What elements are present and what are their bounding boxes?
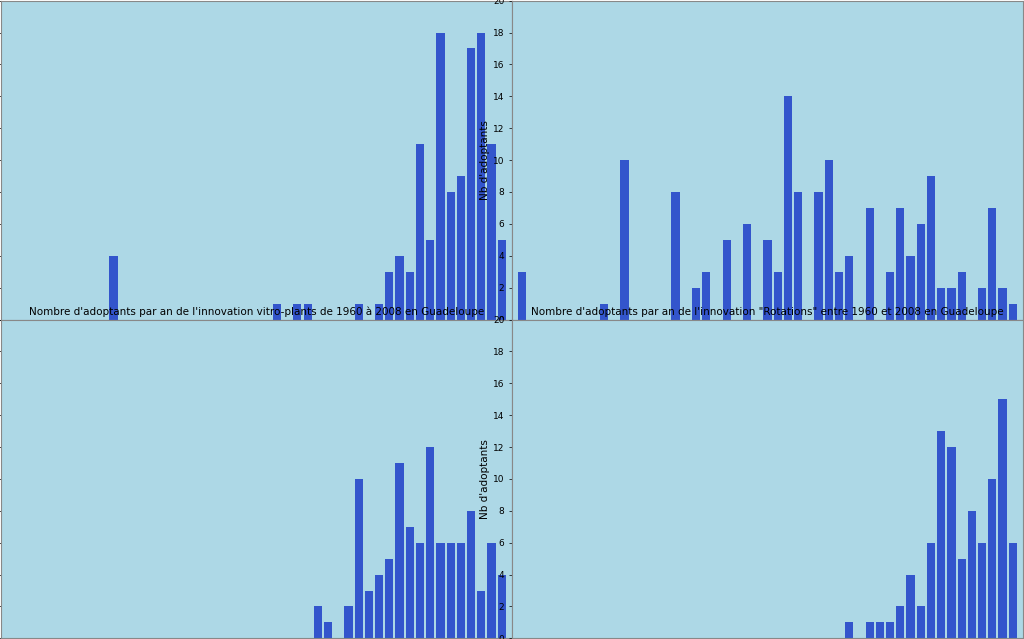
Bar bbox=[354, 304, 362, 320]
Y-axis label: Nb d'adoptants: Nb d'adoptants bbox=[480, 439, 490, 519]
Bar bbox=[916, 224, 925, 320]
Bar bbox=[375, 574, 383, 638]
Bar bbox=[978, 543, 986, 638]
Bar bbox=[110, 256, 118, 320]
Bar bbox=[937, 288, 945, 320]
Bar bbox=[313, 606, 322, 638]
Bar bbox=[406, 272, 414, 320]
Bar bbox=[446, 192, 455, 320]
Bar bbox=[457, 176, 465, 320]
Bar bbox=[416, 144, 424, 320]
Bar bbox=[978, 288, 986, 320]
Bar bbox=[927, 543, 935, 638]
Bar bbox=[692, 288, 700, 320]
Bar bbox=[324, 622, 332, 638]
Bar bbox=[436, 543, 444, 638]
Bar bbox=[303, 304, 311, 320]
Bar bbox=[702, 272, 711, 320]
Bar bbox=[723, 240, 731, 320]
Bar bbox=[773, 272, 781, 320]
Bar bbox=[406, 527, 414, 638]
Bar bbox=[293, 304, 301, 320]
Bar bbox=[886, 272, 894, 320]
Bar bbox=[498, 240, 506, 320]
Bar bbox=[896, 208, 904, 320]
Y-axis label: Nb d'adoptants: Nb d'adoptants bbox=[480, 120, 490, 200]
Bar bbox=[426, 447, 434, 638]
Bar bbox=[498, 574, 506, 638]
Bar bbox=[947, 447, 955, 638]
Bar bbox=[395, 463, 403, 638]
Bar bbox=[344, 606, 352, 638]
Bar bbox=[998, 399, 1007, 638]
Bar bbox=[906, 256, 914, 320]
Bar bbox=[886, 622, 894, 638]
Bar bbox=[896, 606, 904, 638]
Bar bbox=[835, 272, 843, 320]
Bar bbox=[906, 574, 914, 638]
X-axis label: Années: Années bbox=[749, 351, 786, 362]
Bar bbox=[467, 49, 475, 320]
Bar bbox=[845, 256, 853, 320]
Bar bbox=[395, 256, 403, 320]
Bar bbox=[487, 144, 496, 320]
Bar bbox=[436, 33, 444, 320]
Bar bbox=[927, 176, 935, 320]
Bar bbox=[446, 543, 455, 638]
Bar bbox=[477, 33, 485, 320]
Bar bbox=[824, 160, 833, 320]
Bar bbox=[385, 558, 393, 638]
Bar bbox=[916, 606, 925, 638]
Bar bbox=[272, 304, 281, 320]
Bar bbox=[385, 272, 393, 320]
Bar bbox=[764, 240, 771, 320]
Bar bbox=[998, 288, 1007, 320]
Bar bbox=[365, 590, 373, 638]
Bar bbox=[794, 192, 802, 320]
Bar bbox=[865, 622, 873, 638]
Bar bbox=[600, 304, 608, 320]
Bar bbox=[968, 511, 976, 638]
Bar bbox=[783, 96, 792, 320]
Bar bbox=[354, 479, 362, 638]
Bar bbox=[672, 192, 680, 320]
Bar bbox=[814, 192, 822, 320]
Bar bbox=[957, 558, 966, 638]
Bar bbox=[957, 272, 966, 320]
Title: Nombre d'adoptants par an de l'innovation "Rotations" entre 1960 et 2008 en Guad: Nombre d'adoptants par an de l'innovatio… bbox=[531, 307, 1004, 318]
Bar bbox=[743, 224, 752, 320]
X-axis label: Années: Années bbox=[238, 351, 275, 362]
Bar bbox=[865, 208, 873, 320]
Bar bbox=[947, 288, 955, 320]
Bar bbox=[426, 240, 434, 320]
Bar bbox=[876, 622, 884, 638]
Bar bbox=[988, 208, 996, 320]
Bar bbox=[457, 543, 465, 638]
Bar bbox=[937, 431, 945, 638]
Bar bbox=[1009, 543, 1017, 638]
Bar bbox=[845, 622, 853, 638]
Bar bbox=[518, 272, 526, 320]
Bar bbox=[487, 543, 496, 638]
Bar bbox=[988, 479, 996, 638]
Bar bbox=[477, 590, 485, 638]
Bar bbox=[416, 543, 424, 638]
Bar bbox=[375, 304, 383, 320]
Bar bbox=[1009, 304, 1017, 320]
Title: Nombre d'adoptants par an de l'innovation vitro-plants de 1960 à 2008 en Guadelo: Nombre d'adoptants par an de l'innovatio… bbox=[29, 307, 484, 318]
Bar bbox=[621, 160, 629, 320]
Bar bbox=[467, 511, 475, 638]
